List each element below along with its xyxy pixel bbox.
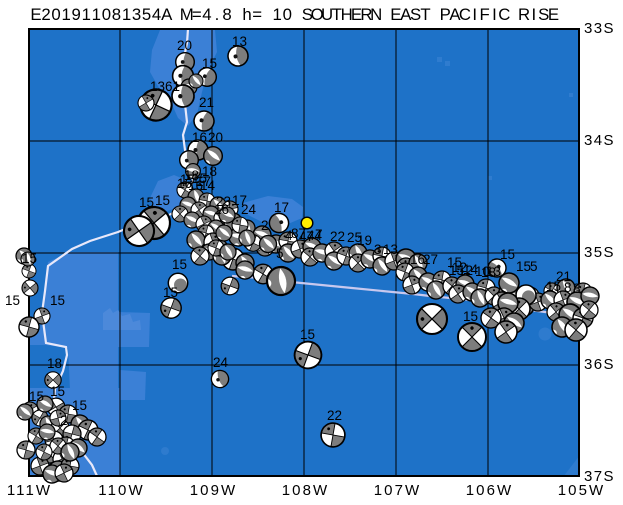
svg-text:13: 13	[232, 34, 247, 49]
svg-text:17: 17	[196, 174, 211, 189]
svg-text:24: 24	[241, 202, 257, 217]
svg-text:17: 17	[232, 193, 247, 208]
svg-text:8: 8	[573, 281, 581, 296]
svg-text:108W: 108W	[282, 482, 330, 499]
svg-text:15: 15	[447, 255, 462, 270]
svg-text:15: 15	[163, 285, 178, 300]
svg-text:21: 21	[556, 269, 571, 284]
svg-text:37S: 37S	[584, 468, 615, 485]
svg-text:110W: 110W	[98, 482, 144, 499]
svg-text:105W: 105W	[558, 482, 606, 499]
svg-text:13: 13	[486, 264, 501, 279]
svg-text:15: 15	[463, 309, 478, 324]
svg-text:15: 15	[516, 259, 531, 274]
svg-text:15: 15	[449, 263, 464, 278]
svg-text:19: 19	[357, 233, 372, 248]
svg-text:15: 15	[546, 279, 561, 294]
svg-text:15: 15	[50, 384, 65, 399]
svg-text:10: 10	[475, 264, 490, 279]
svg-text:15: 15	[202, 56, 217, 71]
svg-text:24: 24	[213, 355, 229, 370]
svg-text:15: 15	[155, 193, 170, 208]
svg-text:14: 14	[463, 262, 479, 277]
svg-text:16: 16	[192, 130, 207, 145]
svg-text:111W: 111W	[7, 482, 52, 499]
svg-text:8: 8	[564, 280, 572, 295]
svg-text:15: 15	[50, 293, 65, 308]
svg-text:15: 15	[22, 251, 37, 266]
svg-text:2: 2	[261, 218, 269, 233]
svg-text:E201911081354A M=4.8 h= 10 SOU: E201911081354A M=4.8 h= 10 SOUTHERN EAST…	[30, 5, 559, 24]
svg-text:20: 20	[208, 130, 223, 145]
svg-text:106W: 106W	[466, 482, 514, 499]
svg-text:22: 22	[327, 408, 342, 423]
svg-text:12: 12	[458, 263, 473, 278]
svg-text:36S: 36S	[584, 356, 615, 373]
svg-text:33S: 33S	[584, 20, 615, 37]
svg-text:15: 15	[139, 195, 154, 210]
svg-text:15: 15	[192, 171, 207, 186]
svg-text:1361: 1361	[150, 79, 180, 94]
svg-text:5: 5	[276, 246, 284, 261]
svg-text:15: 15	[72, 398, 87, 413]
svg-text:18: 18	[481, 265, 496, 280]
svg-text:15: 15	[300, 327, 315, 342]
svg-text:18: 18	[184, 168, 199, 183]
svg-text:44: 44	[307, 228, 323, 243]
svg-text:23: 23	[216, 194, 231, 209]
svg-text:12: 12	[452, 260, 467, 275]
svg-text:14: 14	[200, 178, 216, 193]
svg-text:7: 7	[315, 227, 323, 242]
svg-text:13: 13	[383, 242, 398, 257]
svg-text:15: 15	[500, 247, 515, 262]
svg-text:15: 15	[5, 293, 20, 308]
svg-text:16: 16	[410, 252, 425, 267]
svg-text:16: 16	[188, 178, 203, 193]
svg-text:16: 16	[214, 202, 229, 217]
svg-text:18: 18	[202, 164, 217, 179]
svg-text:5: 5	[530, 259, 538, 274]
svg-text:2: 2	[60, 413, 68, 428]
svg-text:47: 47	[299, 229, 314, 244]
svg-text:3: 3	[374, 242, 382, 257]
svg-text:27: 27	[423, 252, 438, 267]
svg-text:15: 15	[172, 257, 187, 272]
svg-text:16: 16	[177, 176, 192, 191]
svg-text:21: 21	[199, 95, 214, 110]
svg-text:4: 4	[285, 228, 293, 243]
svg-text:87: 87	[291, 226, 306, 241]
svg-text:34S: 34S	[584, 132, 615, 149]
svg-text:107W: 107W	[374, 482, 422, 499]
svg-text:15: 15	[180, 172, 195, 187]
svg-text:18: 18	[47, 356, 62, 371]
svg-text:109W: 109W	[190, 482, 238, 499]
svg-text:35S: 35S	[584, 244, 615, 261]
svg-text:22: 22	[330, 229, 345, 244]
svg-text:17: 17	[274, 200, 289, 215]
svg-text:15: 15	[29, 389, 44, 404]
svg-text:25: 25	[347, 230, 362, 245]
svg-text:20: 20	[177, 38, 192, 53]
